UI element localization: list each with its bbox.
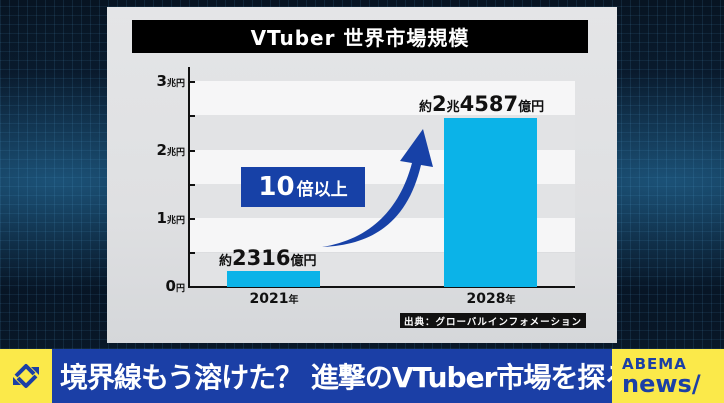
news-ticker: 境界線もう溶けた？ 進撃のVTuber市場を探る ABEMA news/ xyxy=(0,349,724,403)
y-minor-tick xyxy=(189,252,195,254)
value-label-2021: 約2316億円 xyxy=(219,246,317,270)
y-tick xyxy=(189,218,195,220)
y-minor-tick xyxy=(189,115,195,117)
ticker-headline: 境界線もう溶けた？ 進撃のVTuber市場を探る xyxy=(52,349,632,403)
y-tick-label-0: 0円 xyxy=(165,277,185,295)
y-tick xyxy=(189,81,195,83)
x-axis xyxy=(188,286,575,288)
source-citation: 出典：グローバルインフォメーション xyxy=(400,313,586,328)
value-label-2028: 約2兆4587億円 xyxy=(419,92,545,116)
growth-arrow-icon xyxy=(322,129,433,247)
growth-callout-badge: 10 倍以上 xyxy=(241,167,365,207)
x-label-2028: 2028年 xyxy=(466,291,516,307)
y-axis xyxy=(188,67,190,288)
y-tick-label-1: 1兆円 xyxy=(156,209,185,227)
y-tick-label-3: 3兆円 xyxy=(156,72,185,90)
y-minor-tick xyxy=(189,184,195,186)
grid-band xyxy=(189,81,575,116)
bar-2021 xyxy=(227,271,320,287)
abema-news-logo: ABEMA news/ xyxy=(612,349,724,403)
refresh-arrows-icon xyxy=(13,364,39,388)
x-label-2021: 2021年 xyxy=(249,291,299,307)
chart-title: VTuber 世界市場規模 xyxy=(132,20,588,53)
bar-2028 xyxy=(444,118,537,287)
y-tick-label-2: 2兆円 xyxy=(156,141,185,159)
y-tick xyxy=(189,150,195,152)
ticker-icon-box xyxy=(0,349,52,403)
